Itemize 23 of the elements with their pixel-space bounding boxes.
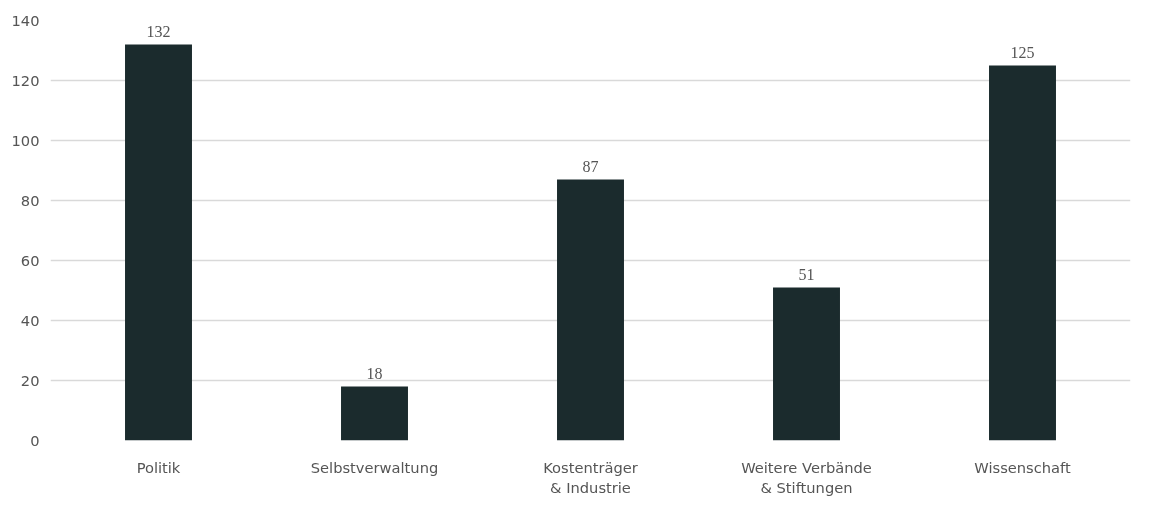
data-label: 51 — [798, 265, 815, 283]
data-label: 125 — [1010, 43, 1035, 61]
data-label: 87 — [582, 157, 599, 175]
x-tick-label: Kostenträger & Industrie — [543, 458, 639, 496]
y-tick-label: 140 — [11, 11, 40, 29]
y-tick-label: 40 — [20, 311, 40, 329]
data-label: 18 — [366, 364, 383, 382]
x-tick-label: Selbstverwaltung — [310, 458, 439, 476]
y-tick-label: 120 — [11, 71, 40, 89]
data-label: 132 — [146, 22, 171, 40]
y-tick-label: 60 — [20, 251, 40, 269]
y-tick-label: 0 — [30, 431, 40, 449]
bar — [125, 44, 192, 441]
y-tick-label: 80 — [20, 191, 40, 209]
x-tick-label: Wissenschaft — [974, 458, 1071, 476]
bar — [989, 65, 1056, 441]
y-tick-label: 20 — [20, 371, 40, 389]
x-tick-label: Politik — [136, 458, 181, 476]
bar — [557, 179, 624, 441]
x-tick-label: Weitere Verbände & Stiftungen — [741, 458, 872, 496]
bar — [341, 386, 408, 441]
y-tick-label: 100 — [11, 131, 40, 149]
bar — [773, 287, 840, 441]
